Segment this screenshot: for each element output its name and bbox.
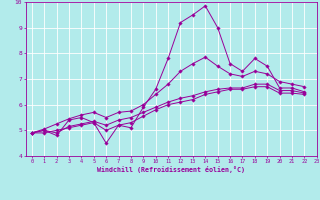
X-axis label: Windchill (Refroidissement éolien,°C): Windchill (Refroidissement éolien,°C) xyxy=(97,166,245,173)
